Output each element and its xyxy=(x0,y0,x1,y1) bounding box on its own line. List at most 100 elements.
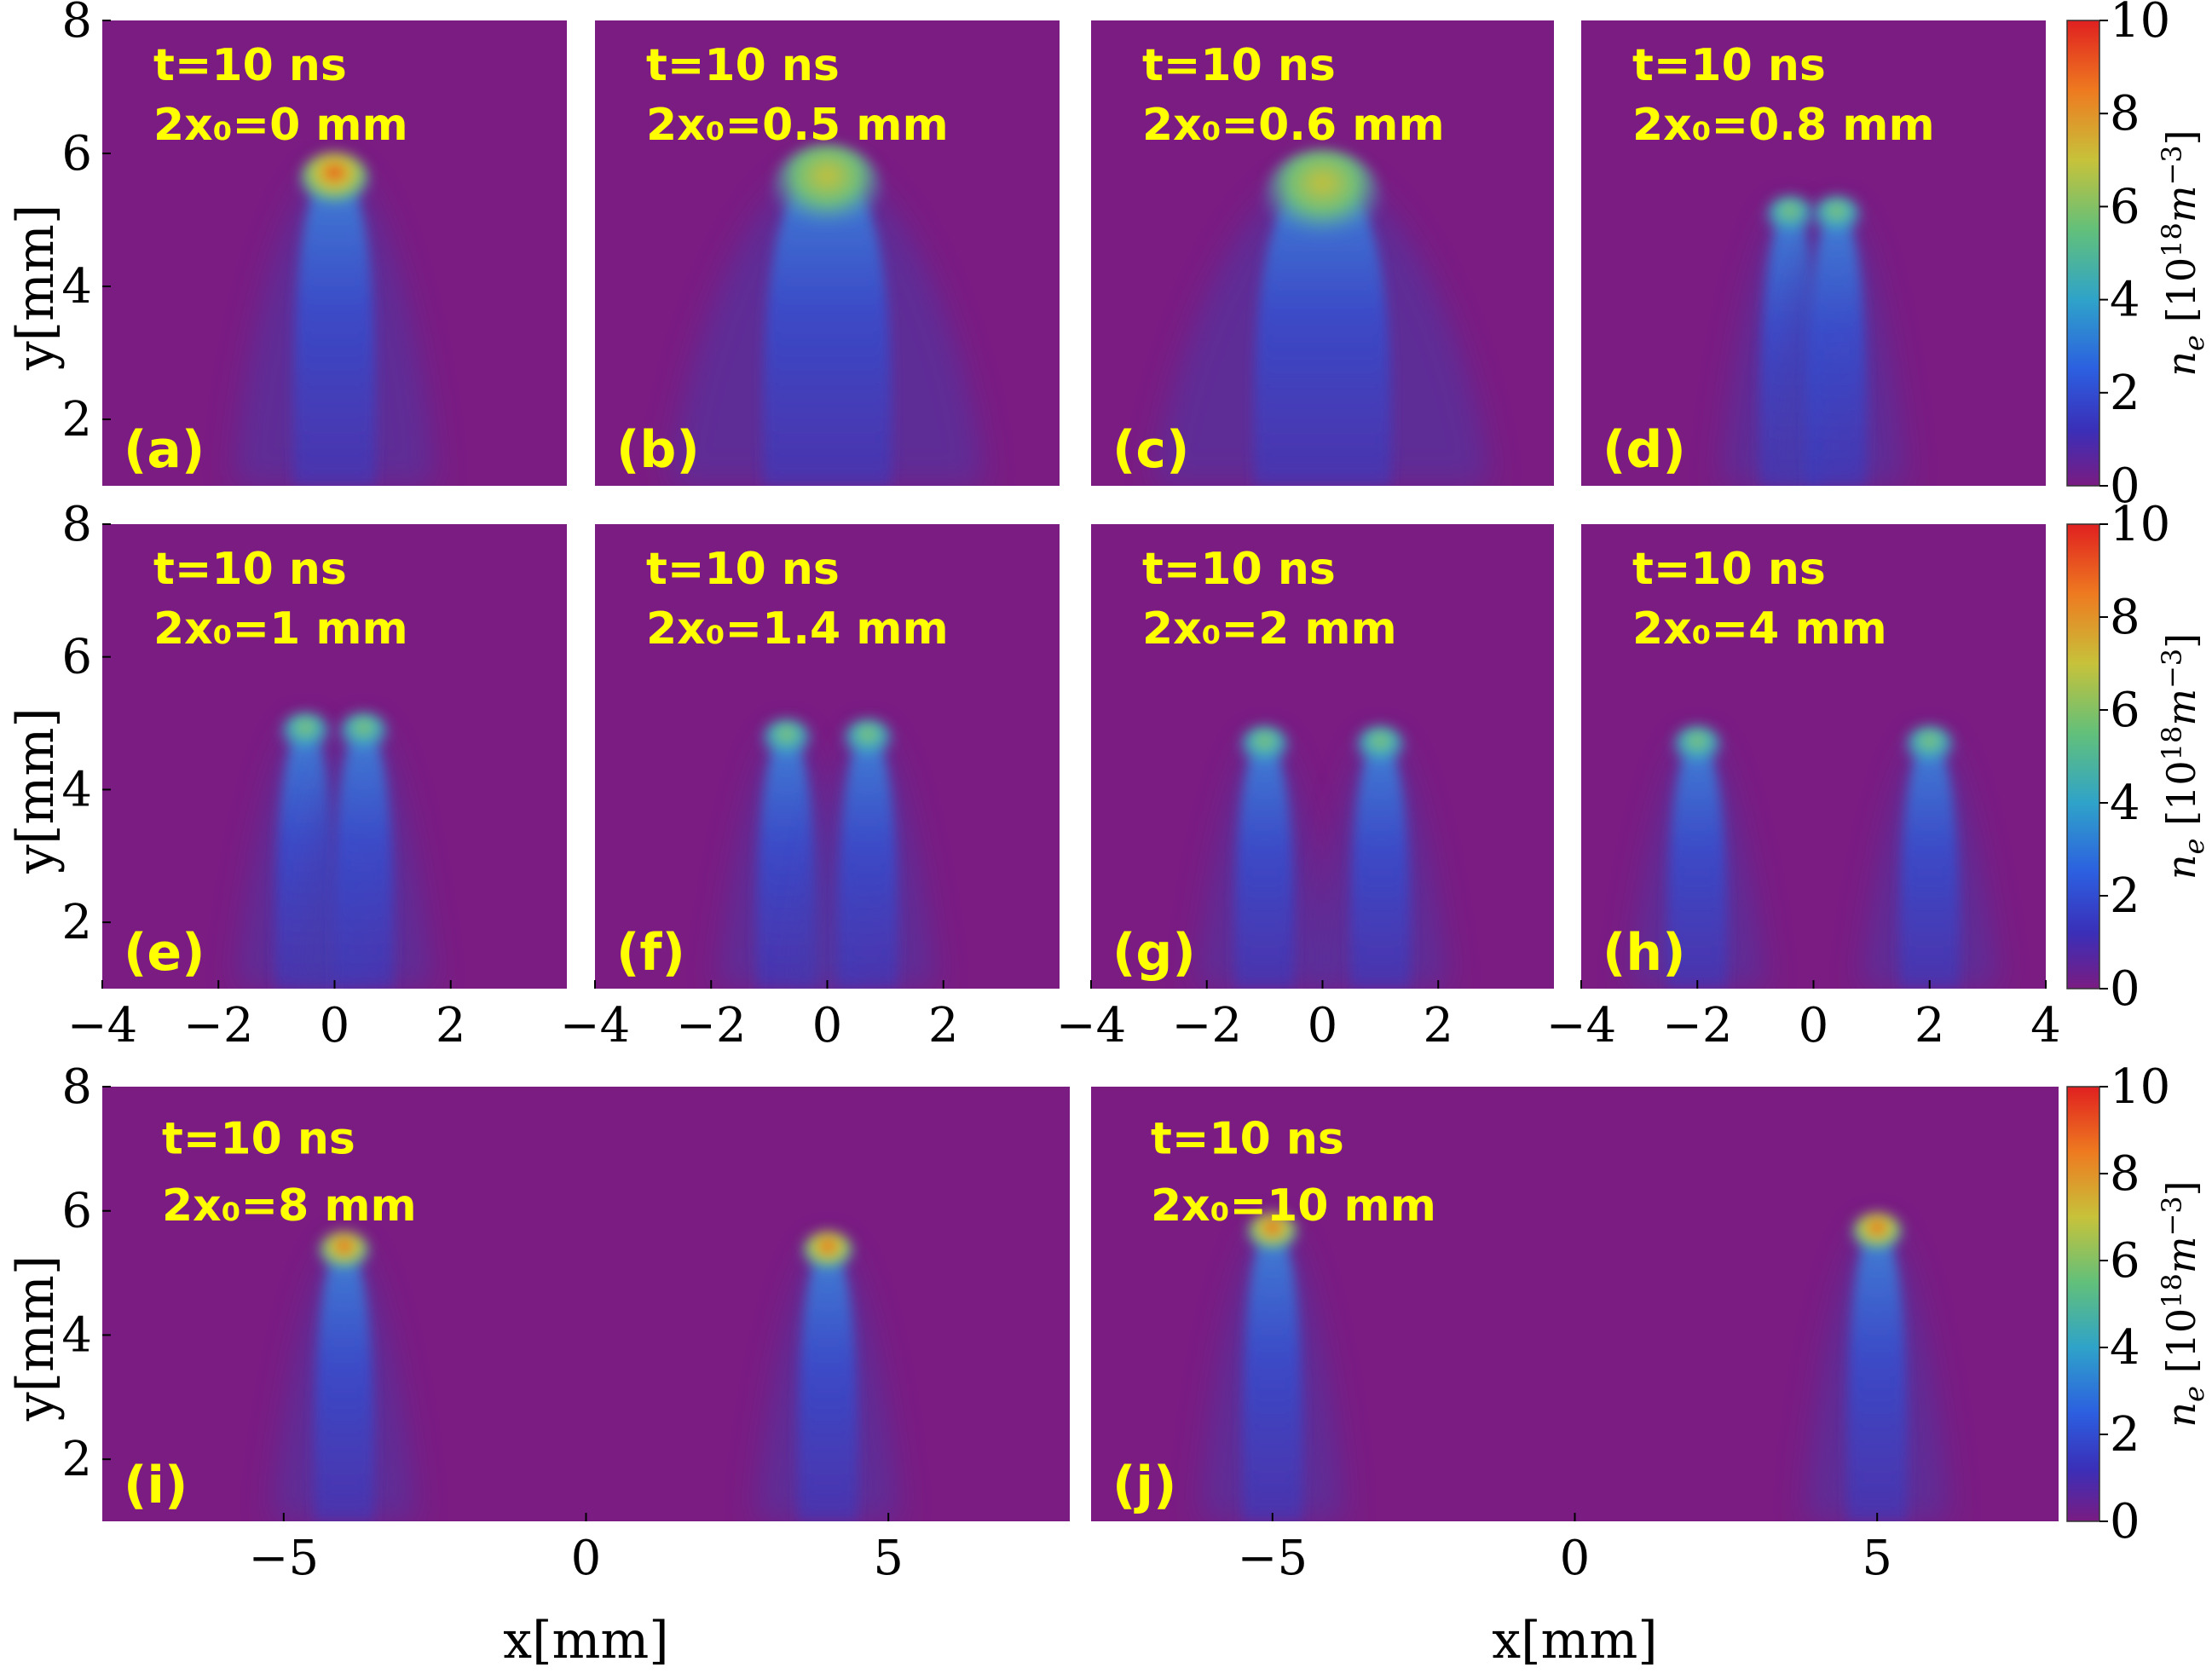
y-tick-label: 6 xyxy=(61,126,92,182)
colorbar-gradient xyxy=(2066,20,2100,487)
plume-head xyxy=(319,1231,370,1273)
plume-head xyxy=(802,1231,853,1273)
plume-head xyxy=(1247,1213,1298,1255)
x-tick-label: −2 xyxy=(676,998,747,1053)
plume-head xyxy=(772,144,882,234)
colorbar-title: ne [1018m−3] xyxy=(2156,633,2210,880)
plume-head xyxy=(1811,196,1863,239)
panel-label: (g) xyxy=(1112,923,1196,983)
x-tick-label: −2 xyxy=(1662,998,1733,1053)
x-tick-label: 2 xyxy=(436,998,466,1053)
x-tick-label: 0 xyxy=(571,1531,602,1586)
y-tick-label: 8 xyxy=(61,497,92,552)
colorbar-tick-label: 10 xyxy=(2110,1059,2170,1115)
x-tick-label: 2 xyxy=(1423,998,1453,1053)
x-tick-label: 2 xyxy=(1915,998,1945,1053)
time-annotation: t=10 ns xyxy=(1151,1113,1344,1164)
y-tick-label: 2 xyxy=(61,392,92,447)
x-axis-title: x[mm] xyxy=(1492,1611,1657,1670)
plume-head xyxy=(299,152,370,210)
heatmap-panel: t=10 ns 2x₀=0 mm (a) 2 4 6 8 y[mm] xyxy=(6,0,567,486)
x-tick-label: −4 xyxy=(67,998,138,1053)
colorbar-tick-label: 6 xyxy=(2110,1233,2140,1289)
heatmap-panel: t=10 ns 2x₀=8 mm (i) 2 4 6 8 y[mm] −5 0 5 x[mm] xyxy=(6,1059,1070,1670)
colorbar-tick-label: 6 xyxy=(2110,683,2140,738)
x-tick-label: −4 xyxy=(1546,998,1617,1053)
time-annotation: t=10 ns xyxy=(153,40,347,91)
panel-label: (a) xyxy=(124,420,205,480)
separation-annotation: 2x₀=8 mm xyxy=(162,1180,417,1232)
time-annotation: t=10 ns xyxy=(153,544,347,595)
x-tick-label: 0 xyxy=(812,998,843,1053)
colorbar-title: ne [1018m−3] xyxy=(2156,1180,2210,1427)
plume-core xyxy=(756,730,817,989)
panel-label: (d) xyxy=(1603,420,1686,480)
x-tick-label: 2 xyxy=(928,998,959,1053)
panel-label: (j) xyxy=(1112,1456,1176,1515)
panel-label: (c) xyxy=(1112,420,1189,480)
heatmap-panel: t=10 ns 2x₀=0.8 mm (d) xyxy=(1581,20,2046,486)
colorbar-tick-label: 10 xyxy=(2110,0,2170,49)
plume-core xyxy=(1806,206,1868,486)
x-tick-label: 4 xyxy=(2030,998,2061,1053)
plume-head xyxy=(761,719,812,762)
x-tick-label: −5 xyxy=(1238,1531,1308,1586)
x-tick-label: 0 xyxy=(320,998,350,1053)
colorbar-tick-label: 0 xyxy=(2110,459,2140,514)
plume-head xyxy=(1851,1213,1903,1255)
time-annotation: t=10 ns xyxy=(162,1113,355,1164)
panel-label: (h) xyxy=(1603,923,1686,983)
time-annotation: t=10 ns xyxy=(1632,40,1826,91)
colorbar-title: ne [1018m−3] xyxy=(2156,130,2210,376)
x-axis-title: x[mm] xyxy=(503,1611,668,1670)
plume-core xyxy=(1899,736,1961,989)
colorbar-tick-label: 4 xyxy=(2110,1320,2140,1376)
separation-annotation: 2x₀=1.4 mm xyxy=(646,603,949,655)
colorbar-tick-label: 8 xyxy=(2110,590,2140,645)
plume-core xyxy=(1846,1223,1908,1521)
separation-annotation: 2x₀=1 mm xyxy=(153,603,408,655)
colorbar-tick-label: 0 xyxy=(2110,961,2140,1017)
colorbar-gradient xyxy=(2066,1086,2100,1522)
heatmap-panel: t=10 ns 2x₀=0.5 mm (b) xyxy=(595,20,1060,486)
panel-label: (e) xyxy=(124,923,205,983)
time-annotation: t=10 ns xyxy=(1632,544,1826,595)
panel-label: (i) xyxy=(124,1456,188,1515)
plume-core xyxy=(797,1242,858,1521)
x-tick-label: −2 xyxy=(183,998,254,1053)
x-tick-label: −2 xyxy=(1171,998,1242,1053)
colorbar: 0 2 4 6 8 10 ne [1018m−3] xyxy=(2066,497,2210,1017)
plume-head xyxy=(842,719,893,762)
plume-head xyxy=(280,713,332,755)
x-tick-label: −4 xyxy=(560,998,631,1053)
x-tick-label: 0 xyxy=(1560,1531,1591,1586)
plume-core xyxy=(1350,736,1411,989)
colorbar-tick-label: 6 xyxy=(2110,179,2140,234)
colorbar-tick-label: 2 xyxy=(2110,1407,2140,1463)
plume-head xyxy=(1904,725,1955,768)
separation-annotation: 2x₀=0.5 mm xyxy=(646,100,949,151)
panel-label: (b) xyxy=(616,420,700,480)
x-tick-label: 5 xyxy=(873,1531,904,1586)
colorbar: 0 2 4 6 8 10 ne [1018m−3] xyxy=(2066,1059,2210,1549)
separation-annotation: 2x₀=4 mm xyxy=(1632,603,1887,655)
heatmap-panel: t=10 ns 2x₀=10 mm (j) −5 0 5 x[mm] xyxy=(1091,1087,2059,1670)
x-tick-label: −5 xyxy=(249,1531,320,1586)
plume-core xyxy=(837,730,898,989)
plume-core xyxy=(1666,736,1728,989)
heatmap-panel: t=10 ns 2x₀=1.4 mm (f) −4 −2 0 2 xyxy=(560,524,1060,1053)
y-tick-label: 8 xyxy=(61,1059,92,1115)
plume-head xyxy=(1672,725,1723,768)
colorbar-tick-label: 8 xyxy=(2110,1146,2140,1202)
plume-core xyxy=(314,1242,375,1521)
colorbar-tick-label: 2 xyxy=(2110,366,2140,421)
colorbar-tick-label: 4 xyxy=(2110,776,2140,831)
colorbar: 0 2 4 6 8 10 ne [1018m−3] xyxy=(2066,0,2210,514)
plume-core xyxy=(1253,173,1392,486)
time-annotation: t=10 ns xyxy=(1142,40,1336,91)
plume-head xyxy=(1239,725,1291,768)
separation-annotation: 2x₀=2 mm xyxy=(1142,603,1397,655)
x-tick-label: −4 xyxy=(1056,998,1127,1053)
heatmap-panel: t=10 ns 2x₀=2 mm (g) −4 −2 0 2 xyxy=(1056,524,1554,1053)
colorbar-tick-label: 10 xyxy=(2110,497,2170,552)
